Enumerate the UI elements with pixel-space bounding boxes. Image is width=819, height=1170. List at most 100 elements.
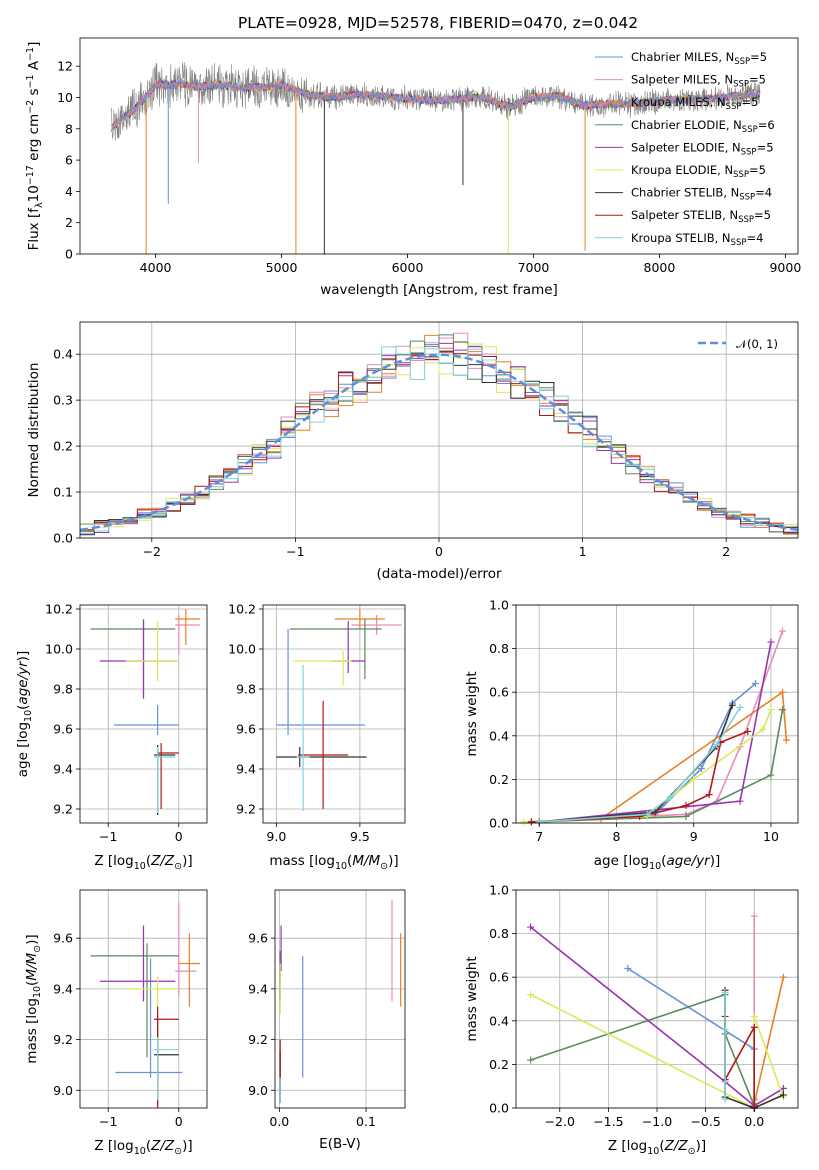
age_vs_Z-ytick-label: 9.6 (53, 722, 73, 737)
spectrum-ylabel-part: ] (26, 42, 42, 47)
spectrum-axes: 4000 5000 6000 7000 8000 9000 0 2 4 6 8 10 12 (57, 37, 801, 275)
legend-label-post: =5 (741, 95, 758, 109)
legend-label-sub: SSP (739, 193, 755, 203)
age_vs_mass-ytick-label: 9.4 (236, 762, 256, 777)
spectrum-legend-label: Kroupa ELODIE, NSSP=5 (631, 163, 766, 180)
legend-label-sub: SSP (726, 102, 742, 112)
mass_weight_vs_age-point-marker (736, 797, 744, 805)
mass_vs_EBV-axes: 0.0 0.1 9.0 9.2 9.4 9.6 (248, 889, 406, 1129)
age_vs_mass-ytick-label: 9.6 (236, 722, 256, 737)
mass_vs_Z-xlabel-sun: ⊙ (174, 1146, 182, 1157)
age_vs_mass-errorbar (334, 609, 385, 629)
mass_weight_vs_Z-xlabel-end: )] (696, 1138, 707, 1154)
mass_weight_vs_Z-xlabel-sub: 10 (647, 1146, 659, 1157)
age_vs_mass-errorbar (293, 651, 352, 685)
legend-label-sub: SSP (733, 80, 749, 90)
age_vs_mass-errorbar (289, 619, 382, 679)
mass_vs_EBV-grid (275, 890, 405, 1108)
mass_weight_vs_Z-point-marker (527, 1056, 535, 1064)
spectrum-xlabel: wavelength [Angstrom, rest frame] (320, 282, 558, 298)
residuals-xtick-label: −2 (143, 544, 161, 559)
spectrum-legend-label: Chabrier STELIB, NSSP=4 (631, 186, 772, 203)
mass_weight_vs_Z-series-line (530, 926, 784, 1107)
residuals-ytick-label: 0.2 (53, 439, 73, 454)
mass_weight_vs_Z-ytick-label: 0.4 (489, 1013, 509, 1028)
mass_weight_vs_age-background (516, 605, 798, 823)
mass_vs_Z-ylabel-pre: mass [log (24, 998, 40, 1064)
mass_weight_vs_age-xlabel: age [log10(age/yr)] (594, 853, 720, 872)
mass_vs_Z-frame (79, 889, 208, 1109)
legend-label-post: =6 (758, 118, 775, 132)
age_vs_Z-ylabel-pre: age [log (15, 722, 31, 777)
age_vs_mass-errorbar (298, 701, 349, 809)
mass_weight_vs_Z-panel: −2.0 −1.5 −1.0 −0.5 0.0 0.0 0.2 0.4 0.6 0.8 1.0 Z [… (464, 883, 799, 1157)
mass_vs_Z-xlabel: Z [log10(Z/Z⊙)] (94, 1138, 192, 1157)
spectrum-ytick-label: 2 (65, 215, 73, 230)
mass_weight_vs_age-ylabel: mass weight (464, 671, 480, 756)
age_vs_mass-errorbar (276, 629, 365, 735)
legend-label-sub: SSP (731, 238, 747, 248)
mass_vs_Z-errorbar (154, 1037, 179, 1101)
age_vs_mass-ytick-label: 9.8 (236, 682, 256, 697)
spectrum-xtick-label: 5000 (266, 260, 298, 275)
mass_vs_Z-ylabel: mass [log10(M/M⊙)] (24, 934, 43, 1063)
age_vs_Z-axes: −1 0 9.2 9.4 9.6 9.8 10.0 10.2 (45, 602, 208, 844)
spectrum-ytick-label: 12 (57, 59, 73, 74)
legend-label-pre: Kroupa ELODIE, N (631, 163, 733, 177)
age_vs_Z-xlabel-end: )] (182, 853, 193, 869)
mass_weight_vs_age-point-marker (682, 812, 690, 820)
mass_weight_vs_age-point-marker (759, 725, 767, 733)
age_vs_mass-axes: 9.0 9.5 9.2 9.4 9.6 9.8 10.0 10.2 (228, 602, 406, 844)
mass_weight_vs_Z-point-marker (779, 1091, 787, 1099)
mass_weight_vs_age-xtick-label: 10 (763, 829, 779, 844)
age_vs_Z-ytick-label: 10.2 (45, 602, 73, 617)
mass_weight_vs_age-point-marker (728, 701, 736, 709)
mass_vs_Z-errorbar (178, 933, 200, 1007)
mass_vs_Z-ytick-label: 9.2 (53, 1032, 73, 1047)
legend-label-pre: Chabrier STELIB, N (631, 186, 739, 200)
spectrum-frame (79, 37, 799, 255)
spectrum-ylabel-part: A (26, 60, 42, 74)
mass_vs_Z-ytick-label: 9.6 (53, 931, 73, 946)
residuals-ylabel: Normed distribution (26, 363, 42, 498)
residuals-frame (79, 321, 799, 539)
mass_weight_vs_Z-frame (515, 889, 799, 1109)
mass_weight_vs_age-ytick-label: 0.8 (489, 641, 509, 656)
mass_weight_vs_age-frame (515, 604, 799, 824)
spectrum-legend-label: Chabrier MILES, NSSP=5 (631, 50, 767, 67)
mass_vs_EBV-background (275, 890, 405, 1108)
age_vs_Z-panel: −1 09.29.49.69.810.010.2Z [log10(Z/Z⊙)]ag… (15, 602, 208, 872)
mass_weight_vs_age-xlabel-var: age/yr (666, 853, 711, 869)
mass_weight_vs_Z-point-marker (721, 1078, 729, 1086)
mass_weight_vs_age-xlabel-sub: 10 (649, 861, 661, 872)
age_vs_Z-errorbar (113, 705, 179, 735)
legend-label-pre: Chabrier ELODIE, N (631, 118, 742, 132)
age_vs_Z-ylabel: age [log10(age/yr)] (15, 651, 34, 777)
mass_vs_EBV-plot-area (279, 900, 402, 1103)
spectrum-xtick-label: 8000 (644, 260, 676, 275)
mass_weight_vs_Z-ytick-label: 0.6 (489, 970, 509, 985)
mass_weight_vs_age-series-line (531, 709, 784, 823)
age_vs_Z-xtick-label: −1 (99, 829, 117, 844)
age_vs_mass-xlabel-mid: ( (347, 853, 352, 869)
mass_weight_vs_Z-xlabel-sun: ⊙ (688, 1146, 696, 1157)
age_vs_mass-xtick-label: 9.5 (350, 829, 370, 844)
age_vs_Z-xlabel-pre: Z [log (94, 853, 133, 869)
legend-label-pre: Kroupa MILES, N (631, 95, 726, 109)
mass_vs_EBV-ytick-label: 9.6 (248, 931, 268, 946)
legend-label-post: =5 (749, 73, 766, 87)
legend-label-post: =5 (757, 140, 774, 154)
mass_vs_Z-xlabel-var: Z/Z (150, 1138, 175, 1154)
age_vs_Z-xlabel-var: Z/Z (150, 853, 175, 869)
spectrum-ylabel: Flux [fλ10−17 erg cm−2 s−1 A−1] (25, 42, 45, 251)
mass_weight_vs_age-point-marker (767, 706, 775, 714)
mass_vs_EBV-panel: 0.0 0.1 9.0 9.2 9.4 9.6 E(B-V) (248, 889, 406, 1152)
mass_weight_vs_Z-xtick-label: 0.0 (744, 1114, 764, 1129)
age_vs_Z-ylabel-var: age/yr (15, 660, 31, 705)
age_vs_mass-xlabel: mass [log10(M/M⊙)] (269, 853, 398, 872)
legend-label-sub: SSP (734, 57, 750, 67)
mass_weight_vs_Z-ytick-label: 0.8 (489, 926, 509, 941)
residuals-xtick-label: 0 (435, 544, 443, 559)
